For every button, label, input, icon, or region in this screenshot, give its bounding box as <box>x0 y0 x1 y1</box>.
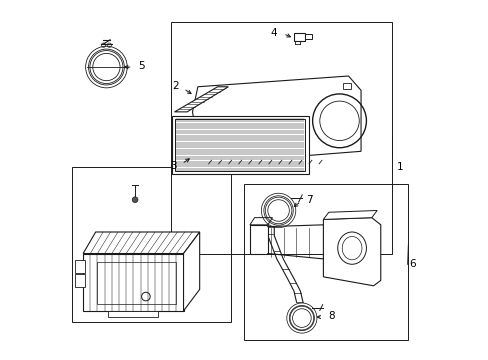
Text: 5: 5 <box>138 61 144 71</box>
Bar <box>343 83 350 89</box>
Bar <box>174 119 305 171</box>
Polygon shape <box>75 274 85 287</box>
Text: 7: 7 <box>305 195 312 205</box>
Polygon shape <box>249 218 272 225</box>
Bar <box>72 167 231 321</box>
Polygon shape <box>108 311 158 317</box>
Bar <box>244 184 407 339</box>
Text: 4: 4 <box>270 28 277 38</box>
Bar <box>293 33 305 41</box>
Polygon shape <box>323 218 380 286</box>
Polygon shape <box>83 253 183 311</box>
Bar <box>305 34 311 39</box>
Circle shape <box>132 197 138 203</box>
Polygon shape <box>183 232 199 311</box>
Polygon shape <box>174 87 228 112</box>
Bar <box>171 22 391 253</box>
Bar <box>97 262 176 304</box>
Polygon shape <box>75 260 85 273</box>
Text: 3: 3 <box>170 161 177 171</box>
Text: 2: 2 <box>172 81 179 91</box>
Text: 6: 6 <box>409 259 415 269</box>
Polygon shape <box>192 76 360 164</box>
Polygon shape <box>323 211 376 220</box>
Polygon shape <box>83 232 199 253</box>
Text: 1: 1 <box>396 162 403 172</box>
Bar <box>171 116 308 174</box>
Polygon shape <box>249 225 267 253</box>
Text: 8: 8 <box>327 311 334 321</box>
